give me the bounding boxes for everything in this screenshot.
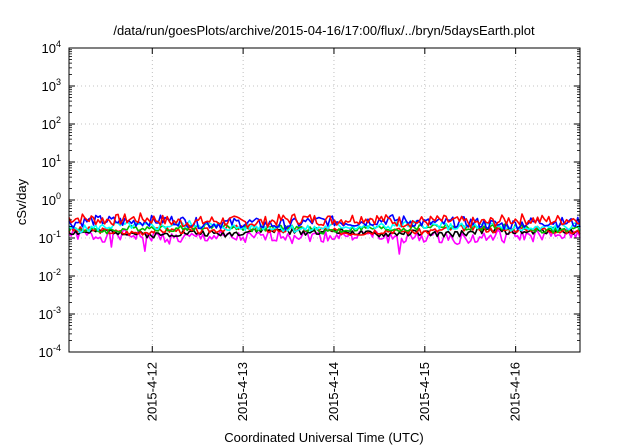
grid [69,48,580,352]
y-tick-label: 10-3 [39,305,61,322]
x-tick-label: 2015-4-16 [508,362,523,421]
y-tick-label: 10-4 [39,343,61,360]
y-tick-label: 102 [42,115,61,132]
y-tick-label: 10-2 [39,267,61,284]
y-tick-label: 10-1 [39,229,61,246]
series-line [68,214,581,231]
series-group [68,212,581,255]
x-tick-label: 2015-4-13 [235,362,250,421]
x-tick-label: 2015-4-14 [326,362,341,421]
x-axis-label: Coordinated Universal Time (UTC) [224,430,423,445]
x-tick-label: 2015-4-12 [144,362,159,421]
series-line [68,222,581,235]
y-tick-label: 103 [42,77,61,94]
y-tick-label: 104 [42,39,61,56]
series-line [68,212,581,229]
chart-title: /data/run/goesPlots/archive/2015-04-16/1… [113,23,535,38]
y-tick-label: 101 [42,153,61,170]
x-axis: 2015-4-12 2015-4-13 2015-4-14 2015-4-15 2015… [144,48,523,421]
plot-frame [68,47,581,353]
y-tick-label: 100 [42,191,61,208]
y-axis-label: cSv/day [14,178,29,225]
x-tick-label: 2015-4-15 [417,362,432,421]
